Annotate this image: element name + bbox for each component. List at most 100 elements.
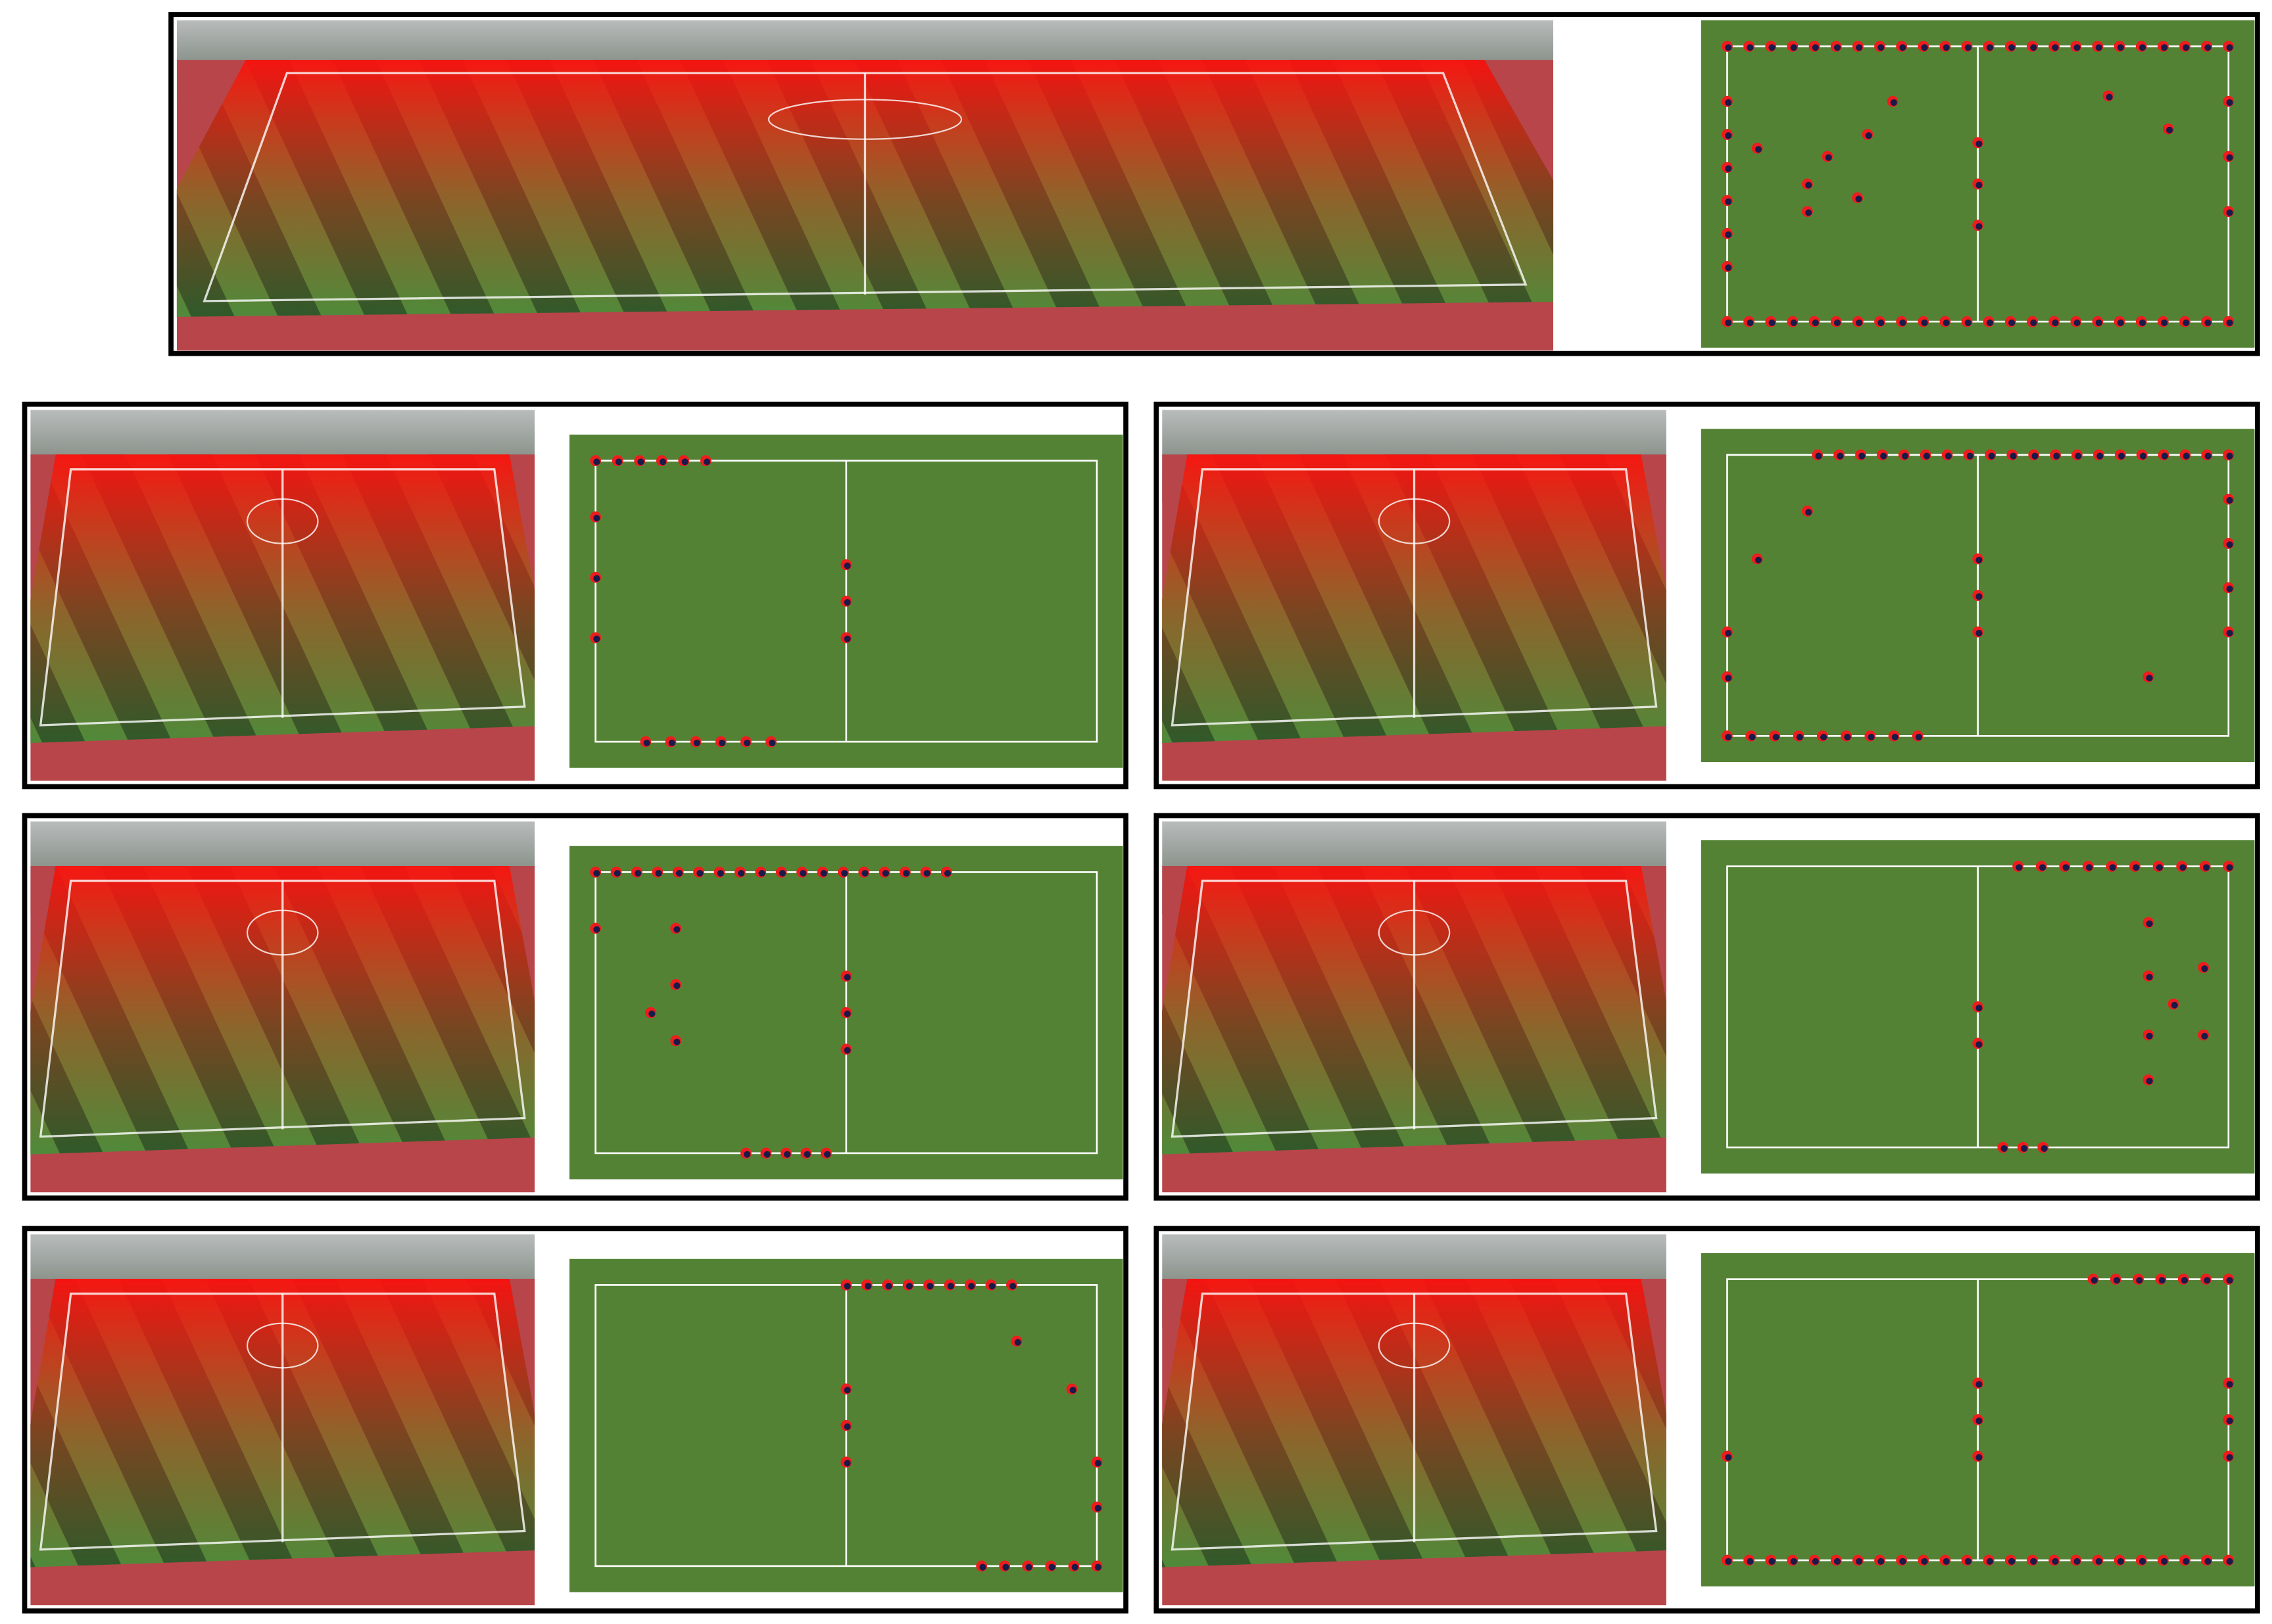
player-dot <box>2053 452 2060 460</box>
player-dot <box>2204 44 2212 51</box>
player-dot <box>2039 864 2046 871</box>
player-dot <box>2052 44 2059 51</box>
player-dot <box>885 1283 892 1290</box>
player-dot <box>779 870 786 877</box>
player-dot <box>1071 1564 1078 1571</box>
player-dot <box>1975 1418 1983 1425</box>
player-dot <box>1865 132 1872 139</box>
player-dot <box>593 870 600 877</box>
player-dot <box>2073 1558 2081 1565</box>
player-dot <box>2030 319 2037 326</box>
player-dot <box>1877 44 1885 51</box>
player-dot <box>2161 44 2168 51</box>
player-dot <box>1768 44 1776 51</box>
player-dot <box>2086 864 2093 871</box>
camera-view <box>30 410 535 781</box>
player-dot <box>1768 1558 1776 1565</box>
player-dot <box>2020 1145 2028 1152</box>
player-dot <box>648 1010 656 1017</box>
player-dot <box>1921 44 1928 51</box>
player-dot <box>2095 319 2102 326</box>
player-dot <box>2146 1032 2153 1039</box>
player-dot <box>1725 1454 1732 1461</box>
player-dot <box>593 458 600 466</box>
player-dot <box>1812 44 1819 51</box>
center-circle <box>1378 1322 1451 1369</box>
player-dot <box>2052 319 2059 326</box>
player-dot <box>593 575 600 582</box>
player-dot <box>2139 1558 2146 1565</box>
player-dot <box>1868 734 1875 741</box>
player-dot <box>1768 319 1776 326</box>
player-dot <box>2000 1145 2008 1152</box>
player-dot <box>1943 319 1950 326</box>
player-dot <box>2016 864 2023 871</box>
player-dot <box>1725 99 1732 107</box>
player-dot <box>1975 1454 1983 1461</box>
player-dot <box>2204 452 2212 460</box>
field-lines <box>1171 1292 1658 1551</box>
player-dot <box>841 870 848 877</box>
player-dot <box>593 514 600 522</box>
player-dot <box>2008 319 2016 326</box>
player-dot <box>1725 734 1732 741</box>
player-dot <box>2183 452 2190 460</box>
player-dot <box>1915 734 1923 741</box>
player-dot <box>2226 452 2233 460</box>
player-dot <box>844 974 851 981</box>
player-dot <box>1725 132 1732 139</box>
player-dot <box>1921 1558 1928 1565</box>
camera-view <box>1162 410 1666 781</box>
camera-view <box>1162 1234 1666 1606</box>
player-dot <box>784 1151 791 1158</box>
player-dot <box>968 1283 975 1290</box>
player-dot <box>2008 44 2016 51</box>
player-dot <box>614 870 621 877</box>
player-dot <box>820 870 827 877</box>
player-dot <box>2117 1558 2124 1565</box>
player-dot <box>1002 1564 1009 1571</box>
player-dot <box>844 1423 851 1430</box>
player-dot <box>2226 629 2233 636</box>
player-dot <box>1877 319 1885 326</box>
camera-view <box>176 20 1554 351</box>
player-dot <box>800 870 807 877</box>
player-dot <box>1796 734 1803 741</box>
player-dot <box>693 739 700 746</box>
player-dot <box>1856 44 1863 51</box>
player-dot <box>673 982 681 990</box>
player-dot <box>2226 585 2233 592</box>
player-dot <box>1837 452 1844 460</box>
player-dot <box>1856 319 1863 326</box>
player-dot <box>2139 319 2146 326</box>
player-dot <box>673 1038 681 1045</box>
player-dot <box>1899 1558 1906 1565</box>
player-dot <box>1975 140 1983 147</box>
player-dot <box>903 870 910 877</box>
player-dot <box>1890 99 1897 107</box>
player-dot <box>824 1151 831 1158</box>
player-dot <box>681 458 689 466</box>
player-dot <box>844 1010 851 1017</box>
player-dot <box>927 1283 934 1290</box>
player-dot <box>1902 452 1909 460</box>
player-dot <box>717 870 724 877</box>
player-dot <box>2133 864 2140 871</box>
panel-frame <box>22 1226 1128 1614</box>
player-dot <box>1833 319 1841 326</box>
player-dot <box>1975 1381 1983 1388</box>
player-dot <box>1009 1283 1017 1290</box>
player-dot <box>1815 452 1822 460</box>
panel-frame <box>168 12 2260 356</box>
player-dot <box>1975 1005 1983 1012</box>
player-dot <box>1856 1558 1863 1565</box>
player-dot <box>668 739 675 746</box>
player-dot <box>2226 496 2233 504</box>
player-dot <box>643 739 650 746</box>
camera-view <box>30 821 535 1193</box>
player-dot <box>1975 181 1983 189</box>
player-dot <box>804 1151 811 1158</box>
player-dot <box>1790 319 1797 326</box>
player-dot <box>2226 1418 2233 1425</box>
